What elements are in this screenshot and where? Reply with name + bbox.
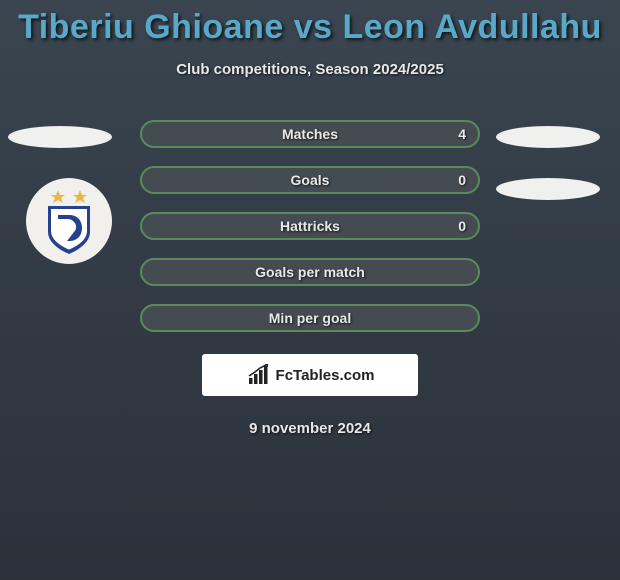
decorative-ellipse bbox=[496, 126, 600, 148]
stat-label: Min per goal bbox=[269, 310, 351, 326]
stat-label: Goals bbox=[291, 172, 330, 188]
stat-label: Hattricks bbox=[280, 218, 340, 234]
page-title: Tiberiu Ghioane vs Leon Avdullahu bbox=[0, 0, 620, 47]
fctables-logo-icon bbox=[246, 364, 272, 386]
branding-box: FcTables.com bbox=[202, 354, 418, 396]
stat-row: Min per goal bbox=[140, 304, 480, 332]
stat-row: Hattricks 0 bbox=[140, 212, 480, 240]
stat-value: 4 bbox=[458, 126, 466, 142]
club-badge bbox=[26, 178, 112, 264]
stat-label: Goals per match bbox=[255, 264, 365, 280]
stat-value: 0 bbox=[458, 218, 466, 234]
stat-row: Goals per match bbox=[140, 258, 480, 286]
stat-row: Goals 0 bbox=[140, 166, 480, 194]
decorative-ellipse bbox=[8, 126, 112, 148]
date-text: 9 november 2024 bbox=[0, 420, 620, 437]
stat-label: Matches bbox=[282, 126, 338, 142]
branding-text: FcTables.com bbox=[276, 367, 375, 384]
dynamo-badge-icon bbox=[34, 186, 104, 256]
decorative-ellipse bbox=[496, 178, 600, 200]
stat-value: 0 bbox=[458, 172, 466, 188]
stat-row: Matches 4 bbox=[140, 120, 480, 148]
subtitle: Club competitions, Season 2024/2025 bbox=[0, 61, 620, 78]
